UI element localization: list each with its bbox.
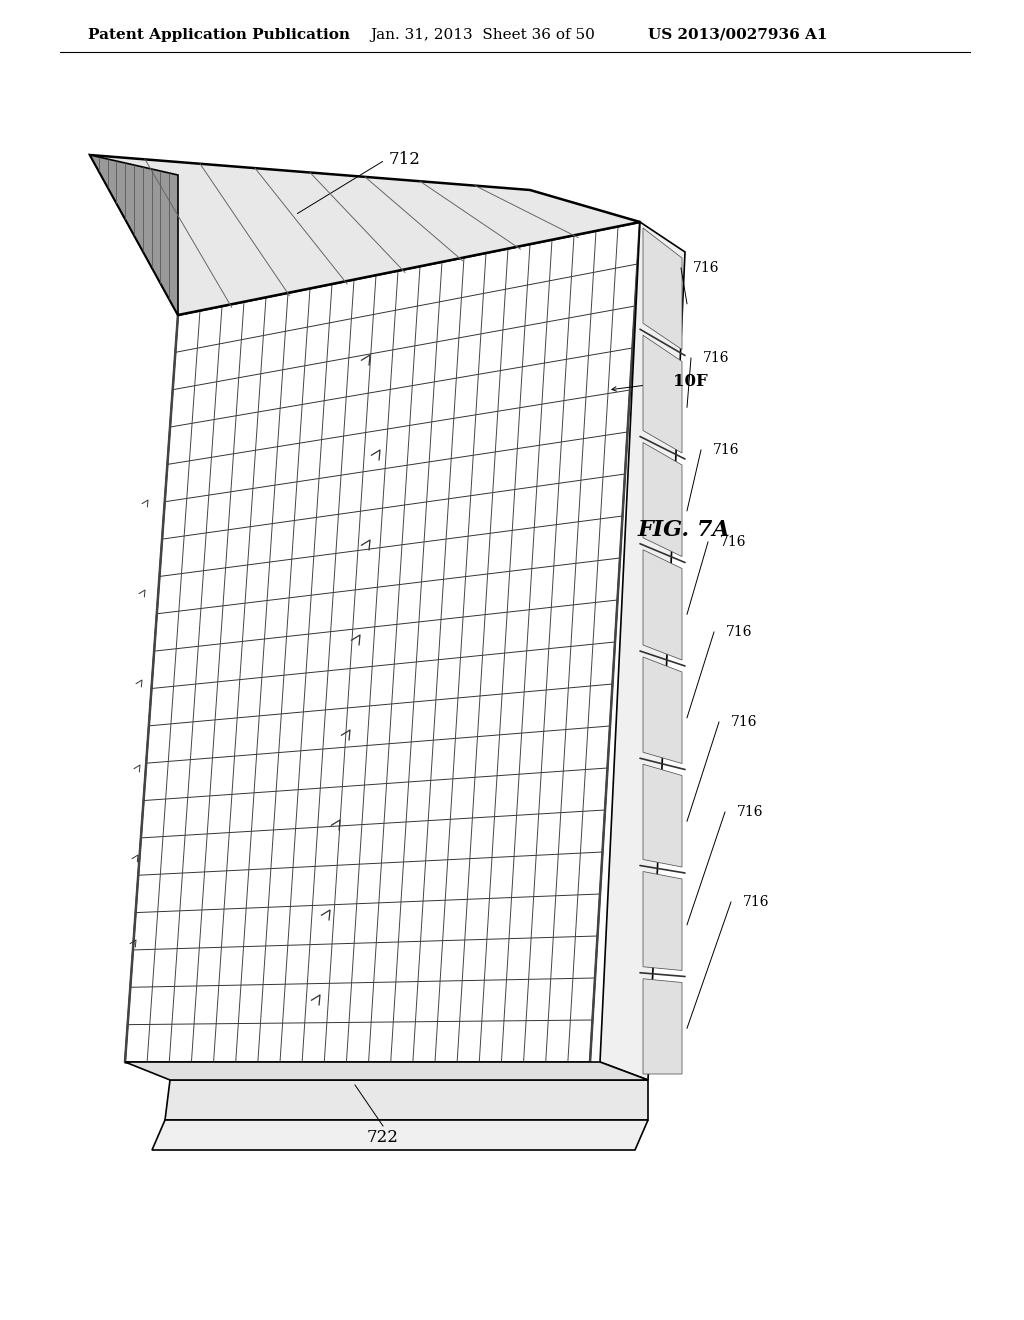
Polygon shape	[600, 222, 685, 1080]
Text: 716: 716	[693, 261, 720, 275]
Text: 10F: 10F	[673, 374, 708, 391]
Polygon shape	[90, 154, 178, 315]
Polygon shape	[643, 442, 682, 557]
Text: 716: 716	[726, 624, 753, 639]
Polygon shape	[165, 1080, 648, 1119]
Text: 716: 716	[737, 805, 764, 818]
Text: 716: 716	[713, 444, 739, 457]
Polygon shape	[125, 1063, 648, 1080]
Polygon shape	[643, 871, 682, 970]
Text: 716: 716	[731, 715, 758, 729]
Text: US 2013/0027936 A1: US 2013/0027936 A1	[648, 28, 827, 42]
Text: Patent Application Publication: Patent Application Publication	[88, 28, 350, 42]
Polygon shape	[125, 222, 640, 1063]
Text: 716: 716	[703, 351, 729, 366]
Text: 722: 722	[367, 1130, 399, 1147]
Text: 716: 716	[743, 895, 769, 909]
Polygon shape	[643, 549, 682, 660]
Polygon shape	[152, 1119, 648, 1150]
Polygon shape	[643, 335, 682, 453]
Polygon shape	[643, 657, 682, 763]
Polygon shape	[90, 154, 640, 315]
Text: Jan. 31, 2013  Sheet 36 of 50: Jan. 31, 2013 Sheet 36 of 50	[370, 28, 595, 42]
Polygon shape	[643, 764, 682, 867]
Text: 716: 716	[720, 535, 746, 549]
Polygon shape	[643, 978, 682, 1074]
Text: FIG. 7A: FIG. 7A	[638, 519, 731, 541]
Text: 712: 712	[389, 152, 421, 169]
Polygon shape	[643, 228, 682, 350]
